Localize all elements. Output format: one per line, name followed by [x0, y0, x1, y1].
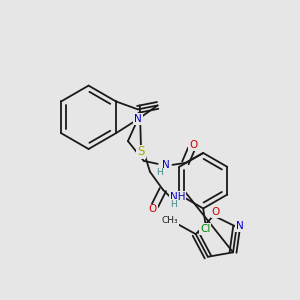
Text: H: H	[156, 168, 163, 177]
Text: NH: NH	[170, 192, 185, 202]
Text: N: N	[162, 160, 170, 170]
Text: O: O	[149, 204, 157, 214]
Text: O: O	[212, 207, 220, 217]
Text: Cl: Cl	[200, 224, 210, 234]
Text: S: S	[137, 146, 145, 158]
Text: O: O	[189, 140, 197, 150]
Text: H: H	[170, 200, 177, 209]
Text: N: N	[134, 114, 142, 124]
Text: CH₃: CH₃	[162, 216, 178, 225]
Text: N: N	[236, 221, 244, 231]
